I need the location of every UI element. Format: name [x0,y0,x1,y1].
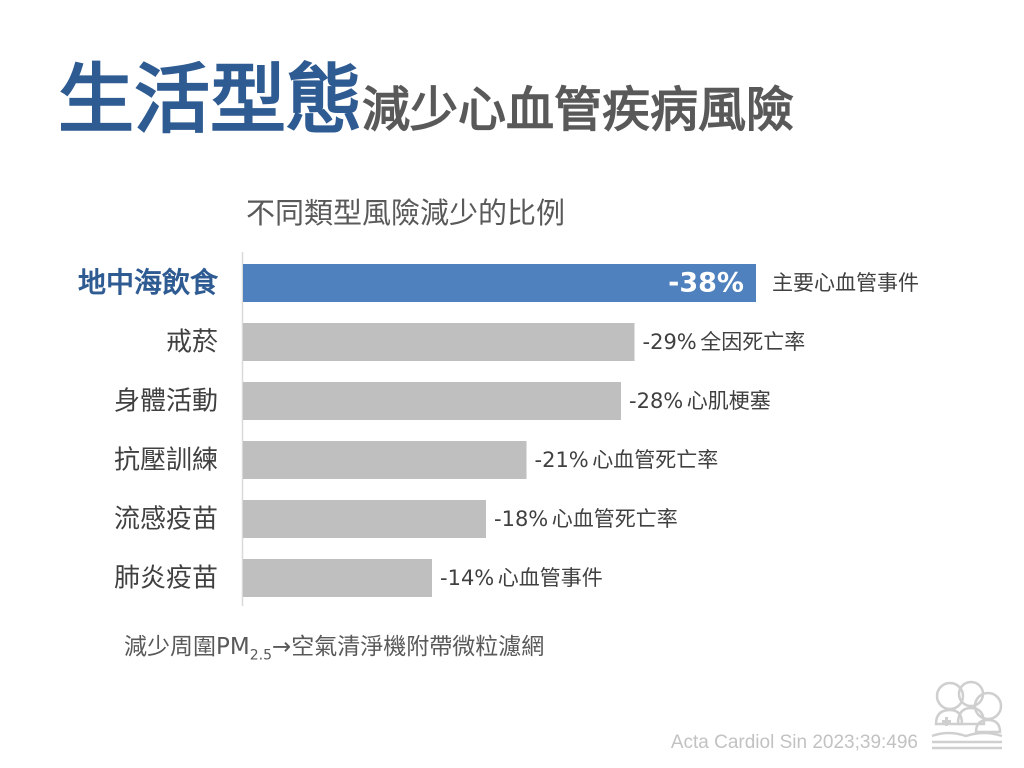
page-title: 生活型態減少心血管疾病風險 [58,62,794,138]
value-label: -14% [440,566,494,590]
bar [243,382,621,420]
footnote-subscript: 2.5 [249,647,272,664]
chart-subtitle: 不同類型風險減少的比例 [246,196,566,230]
outcome-label: 主要心血管事件 [772,271,919,295]
footnote-suffix: →空氣清淨機附帶微粒濾網 [271,634,545,660]
outcome-label: 心血管死亡率 [552,507,678,531]
value-label: -29% [643,330,697,354]
category-label: 身體活動 [114,387,218,417]
category-label: 地中海飲食 [78,266,219,299]
bar [243,559,432,597]
outcome-label: 全因死亡率 [700,330,805,354]
value-label: -18% [494,507,548,531]
bar [243,441,527,479]
title-main: 生活型態 [58,55,362,144]
bar [243,500,486,538]
outcome-label: 心血管死亡率 [592,448,718,472]
bar [243,323,635,361]
outcome-label: 心肌梗塞 [687,389,771,413]
category-label: 戒菸 [166,328,218,358]
footnote-prefix: 減少周圍PM [124,634,250,660]
citation: Acta Cardiol Sin 2023;39:496 [670,732,918,753]
health-education-logo-icon [931,680,1003,750]
bar [243,264,756,302]
footnote: 減少周圍PM2.5→空氣清淨機附帶微粒濾網 [124,627,544,664]
title-sub: 減少心血管疾病風險 [362,82,795,138]
outcome-label: 心血管事件 [498,566,603,590]
value-label: -21% [535,448,589,472]
value-label: -28% [629,389,683,413]
category-label: 肺炎疫苗 [114,564,218,594]
category-label: 抗壓訓練 [114,446,218,476]
category-label: 流感疫苗 [114,505,218,535]
value-label: -38% [668,268,744,299]
